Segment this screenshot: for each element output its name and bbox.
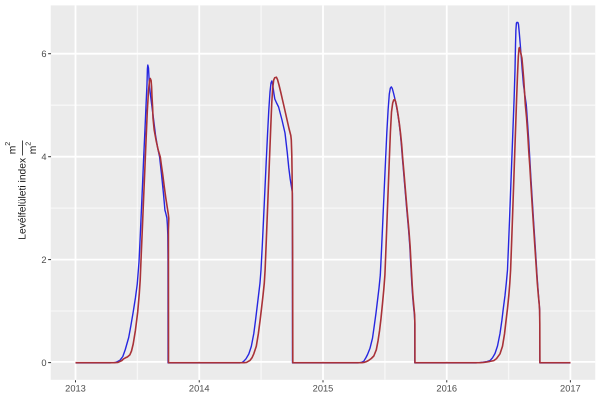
svg-text:6: 6 — [41, 49, 46, 59]
svg-text:2014: 2014 — [189, 383, 210, 393]
svg-text:2: 2 — [41, 255, 46, 265]
svg-text:Levélfelületi index: Levélfelületi index — [18, 157, 29, 240]
svg-text:0: 0 — [41, 358, 46, 368]
svg-text:2017: 2017 — [560, 383, 581, 393]
svg-text:2016: 2016 — [436, 383, 457, 393]
svg-text:4: 4 — [41, 152, 46, 162]
svg-text:2015: 2015 — [313, 383, 334, 393]
svg-text:2013: 2013 — [65, 383, 86, 393]
